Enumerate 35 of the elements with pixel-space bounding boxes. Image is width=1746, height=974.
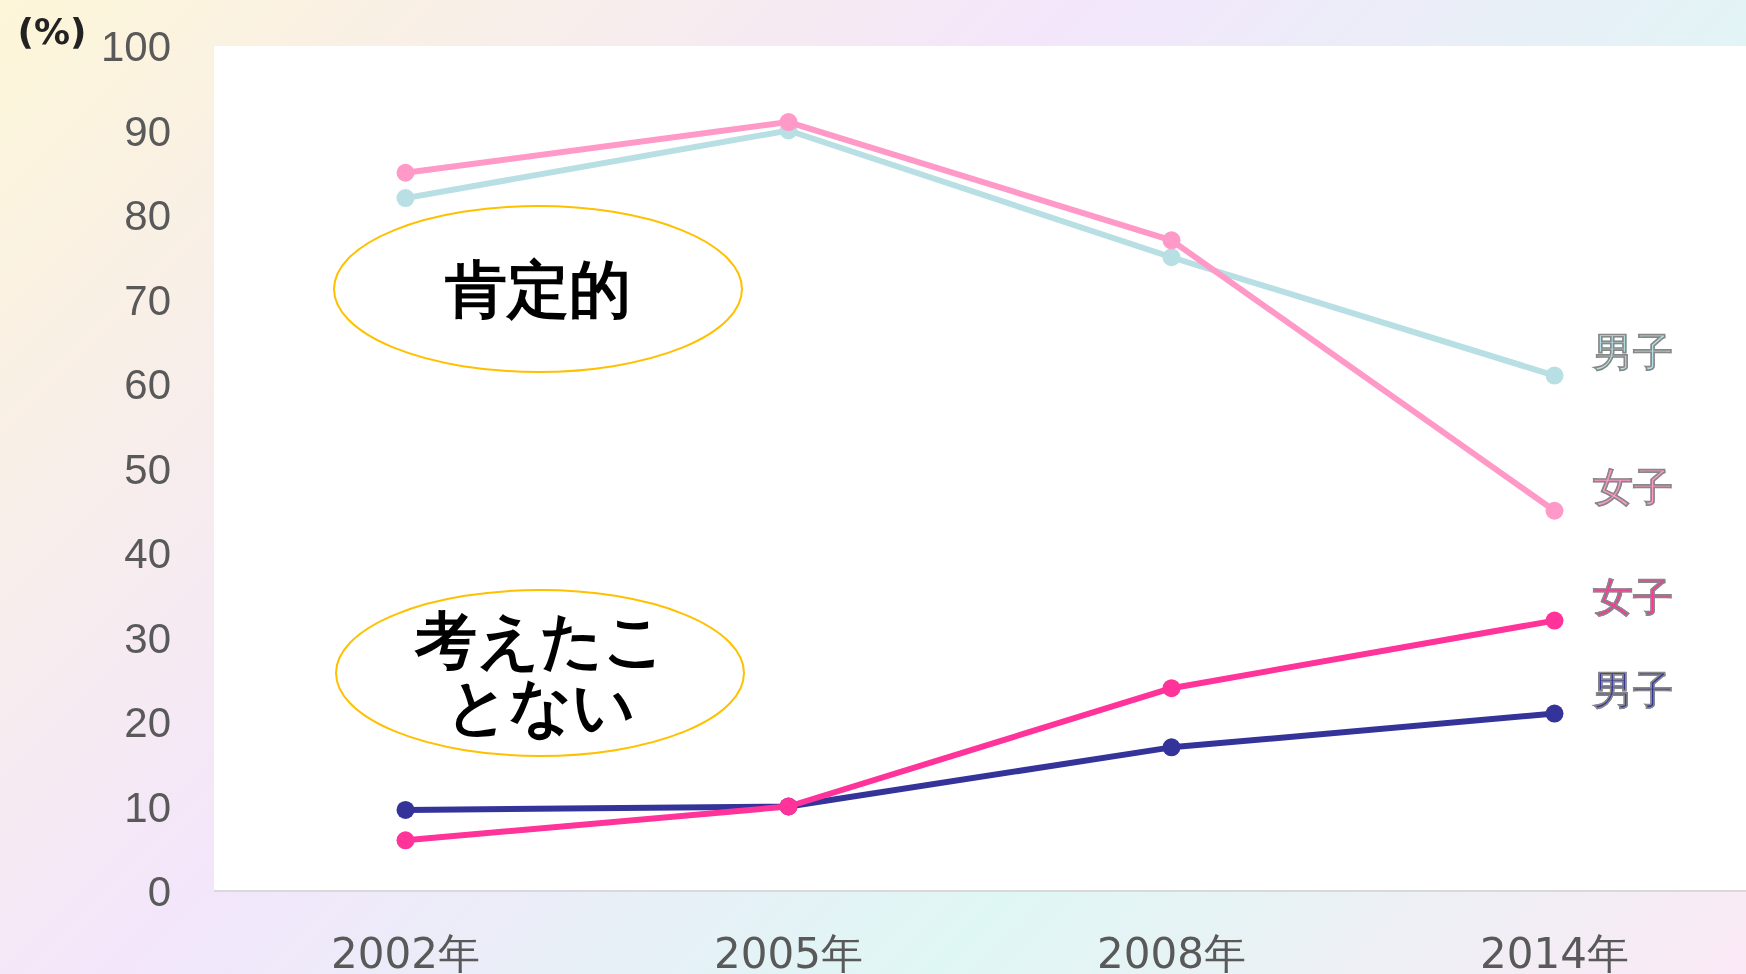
x-tick-label: 2014年 [1480,929,1629,974]
point [396,189,415,208]
y-tick-label: 10 [124,783,171,831]
y-tick-label: 60 [124,361,171,408]
point [779,113,798,132]
point [1545,366,1564,385]
y-tick-label: 90 [124,107,171,155]
series-label: 男子 [1591,666,1673,713]
y-axis-title: (%) [17,11,87,52]
x-tick-label: 2002年 [331,929,480,974]
y-tick-label: 30 [124,614,171,662]
annotation: 肯定的 [444,253,631,326]
point [396,163,415,182]
point [1545,704,1564,723]
point [396,831,415,850]
y-tick-label: 40 [124,530,171,577]
x-tick-label: 2008年 [1097,929,1246,974]
annotation: 考えたことない [413,604,666,743]
point [1545,501,1564,520]
point [396,800,415,819]
x-tick-label: 2005年 [714,929,863,974]
y-tick-label: 50 [124,445,171,493]
y-tick-label: 20 [124,699,171,746]
point [1162,231,1181,250]
point [1162,248,1181,267]
series-label: 女子 [1592,463,1673,510]
y-tick-label: 70 [124,276,171,324]
y-tick-label: 100 [100,23,171,70]
y-tick-label: 0 [147,868,171,915]
series-label: 女子 [1592,573,1673,620]
series-label: 男子 [1591,328,1673,375]
point [1545,611,1564,630]
point [1162,738,1181,757]
y-tick-label: 80 [124,192,171,239]
point [1162,679,1181,698]
